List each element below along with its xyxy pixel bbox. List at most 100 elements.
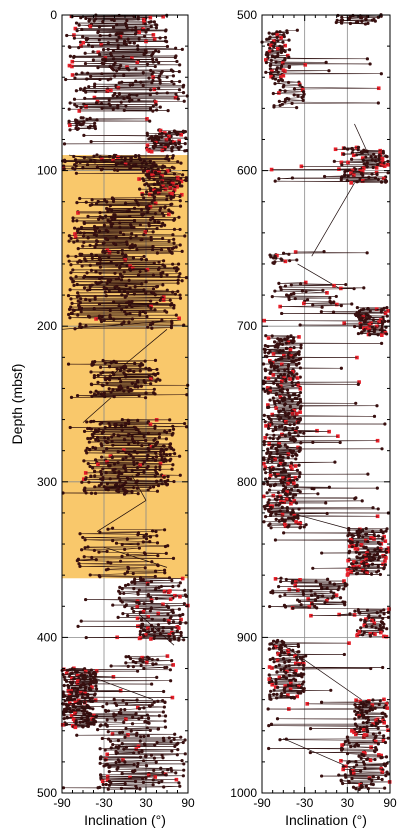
data-point <box>90 198 94 202</box>
data-line <box>94 474 138 477</box>
data-point-red <box>123 162 128 167</box>
data-point-red <box>141 17 146 22</box>
data-line <box>103 63 148 65</box>
data-line <box>96 318 180 320</box>
data-point <box>98 215 102 219</box>
data-line <box>142 623 181 625</box>
data-point <box>75 160 79 165</box>
data-line <box>275 83 300 85</box>
data-line <box>80 323 151 325</box>
data-point-red <box>96 50 101 55</box>
data-point <box>157 132 162 136</box>
data-line <box>87 38 129 40</box>
data-point <box>96 217 101 221</box>
data-point-red <box>177 316 181 321</box>
data-point-red <box>84 105 88 109</box>
data-point <box>68 54 73 58</box>
data-line <box>143 310 165 312</box>
data-point <box>81 244 85 248</box>
data-line <box>135 244 181 246</box>
data-line <box>151 327 172 329</box>
data-point <box>151 445 155 449</box>
data-line <box>85 479 103 481</box>
data-line <box>83 135 156 137</box>
data-point <box>171 195 176 199</box>
y-tick-label: 100 <box>37 164 57 178</box>
data-line <box>94 83 133 85</box>
data-point-red <box>105 89 110 94</box>
data-line <box>125 469 156 472</box>
data-point <box>142 666 146 670</box>
data-point <box>86 214 90 218</box>
data-line <box>273 106 297 108</box>
data-point-red <box>108 454 113 458</box>
data-point <box>149 188 153 192</box>
data-line <box>176 95 188 97</box>
data-line <box>77 229 107 231</box>
left-x-axis-title: Inclination (°) <box>84 812 166 828</box>
data-line <box>106 448 167 450</box>
data-point-red <box>152 37 157 42</box>
x-tick-label: 30 <box>139 796 153 810</box>
data-line <box>73 285 91 287</box>
data-line <box>93 420 129 422</box>
data-point <box>144 190 149 194</box>
data-point-red <box>148 422 153 427</box>
data-line <box>90 25 127 27</box>
data-point <box>114 162 118 166</box>
data-point <box>112 155 116 160</box>
y-tick-label: 0 <box>50 8 57 22</box>
data-point <box>167 130 172 134</box>
data-line <box>126 66 156 68</box>
data-point-red <box>175 185 179 189</box>
data-line <box>100 318 133 321</box>
link-line <box>96 500 147 532</box>
data-point <box>71 219 75 223</box>
y-tick-label: 300 <box>37 475 57 489</box>
data-line <box>104 287 131 289</box>
data-point <box>102 223 106 227</box>
data-point <box>103 250 107 255</box>
data-line <box>73 57 106 59</box>
data-point-red <box>81 40 86 45</box>
data-line <box>113 200 181 202</box>
data-line <box>144 609 173 611</box>
data-line <box>125 662 153 665</box>
data-line <box>365 156 380 158</box>
data-line <box>121 322 153 325</box>
data-line <box>103 385 121 387</box>
data-line <box>270 65 282 67</box>
data-line <box>279 100 304 102</box>
data-point-red <box>161 295 166 299</box>
data-point <box>133 285 137 289</box>
data-line <box>109 208 142 210</box>
y-axis-title: Depth (mbsf) <box>9 364 25 445</box>
data-point <box>138 310 142 314</box>
data-line <box>133 587 157 589</box>
data-line <box>120 266 165 268</box>
data-point <box>106 787 110 791</box>
data-point <box>143 396 148 400</box>
data-point <box>143 720 147 724</box>
data-line <box>96 239 152 242</box>
data-point-red <box>161 298 166 302</box>
data-point <box>73 327 77 331</box>
data-line <box>82 36 166 38</box>
data-line <box>137 48 176 50</box>
data-line <box>157 137 186 139</box>
data-line <box>125 718 139 720</box>
data-point <box>168 638 172 643</box>
data-line <box>133 666 167 668</box>
data-point <box>173 55 177 60</box>
data-line <box>71 278 111 281</box>
data-line <box>143 667 165 669</box>
data-line <box>119 435 132 437</box>
data-line <box>99 39 155 41</box>
link-line <box>138 613 175 646</box>
y-tick-label: 400 <box>37 630 57 644</box>
data-point-red <box>105 460 109 464</box>
data-line <box>146 147 172 149</box>
data-line <box>115 62 138 64</box>
data-point <box>169 303 173 307</box>
